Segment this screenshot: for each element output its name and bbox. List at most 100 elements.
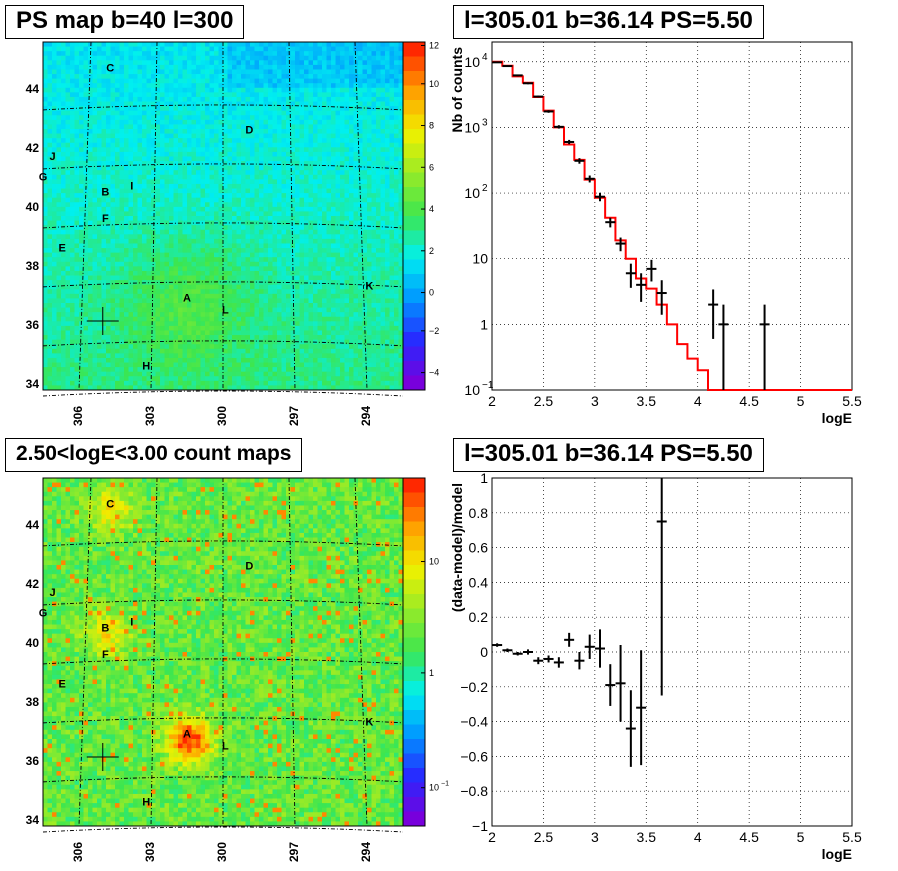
map-pixel [317,78,323,84]
map-pixel [92,275,98,281]
map-pixel [304,161,309,167]
map-pixel [88,257,93,263]
map-pixel [376,129,381,134]
map-pixel [164,165,170,171]
map-pixel [263,284,269,290]
map-pixel [47,238,53,244]
map-pixel [191,298,197,304]
map-pixel [376,165,381,171]
map-pixel [223,321,228,327]
map-pixel [367,252,372,258]
map-pixel [142,78,147,84]
map-pixel [146,270,152,276]
map-pixel [241,206,246,212]
map-pixel [326,266,332,272]
map-pixel [61,261,66,267]
map-pixel [340,197,345,203]
map-pixel [151,96,156,102]
map-pixel [191,284,197,290]
map-pixel [92,64,98,70]
map-pixel [281,115,287,121]
map-pixel [353,206,359,212]
map-pixel [146,312,152,318]
map-pixel [367,133,372,139]
map-pixel [119,92,125,98]
map-pixel [331,197,336,203]
map-pixel [173,261,179,267]
map-pixel [124,101,129,107]
map-pixel [245,183,251,189]
map-pixel [340,115,345,121]
map-pixel [340,280,345,286]
map-pixel [272,133,278,139]
map-pixel [61,64,66,70]
map-pixel [79,83,84,89]
map-pixel [380,266,386,272]
map-pixel [191,312,197,318]
map-pixel [142,216,147,221]
map-pixel [263,270,269,276]
map-pixel [223,280,228,286]
map-pixel [367,179,372,185]
map-pixel [232,147,237,153]
map-pixel [79,124,84,130]
map-pixel [97,51,102,57]
map-pixel [124,165,129,171]
map-pixel [241,101,246,107]
map-pixel [389,129,395,134]
map-pixel [286,270,291,276]
map-pixel [268,225,273,231]
map-pixel [83,51,89,57]
map-pixel [232,106,237,112]
map-pixel [182,106,188,112]
map-pixel [241,316,246,322]
map-pixel [52,78,57,84]
map-pixel [214,188,219,194]
map-pixel [110,156,116,162]
map-pixel [110,60,116,66]
map-pixel [200,183,206,189]
map-pixel [223,211,228,217]
map-pixel [326,106,332,112]
map-pixel [83,211,89,217]
map-pixel [254,151,260,157]
map-pixel [124,252,129,258]
map-pixel [349,307,354,313]
map-pixel [344,87,350,93]
map-pixel [191,101,197,107]
map-pixel [218,78,224,84]
map-pixel [191,115,197,121]
map-pixel [232,284,237,290]
map-pixel [286,179,291,185]
map-pixel [358,248,363,254]
map-pixel [322,69,327,75]
map-pixel [317,147,323,153]
map-pixel [43,133,48,139]
map-pixel [214,248,219,254]
map-pixel [187,284,192,290]
map-pixel [304,106,309,112]
map-pixel [119,316,125,322]
map-pixel [200,156,206,162]
map-pixel [146,69,152,75]
map-pixel [160,69,165,75]
map-pixel [164,156,170,162]
map-pixel [142,266,147,272]
map-pixel [146,151,152,157]
map-pixel [43,248,48,254]
map-pixel [115,298,120,304]
map-pixel [61,211,66,217]
map-pixel [187,64,192,70]
map-pixel [155,252,161,258]
map-pixel [326,225,332,231]
map-pixel [214,115,219,121]
map-pixel [178,87,183,93]
map-pixel [218,156,224,162]
map-pixel [308,261,314,267]
map-pixel [160,216,165,221]
map-pixel [385,289,390,295]
map-pixel [110,270,116,276]
map-pixel [146,96,152,102]
map-pixel [70,321,75,327]
map-pixel [70,312,75,318]
